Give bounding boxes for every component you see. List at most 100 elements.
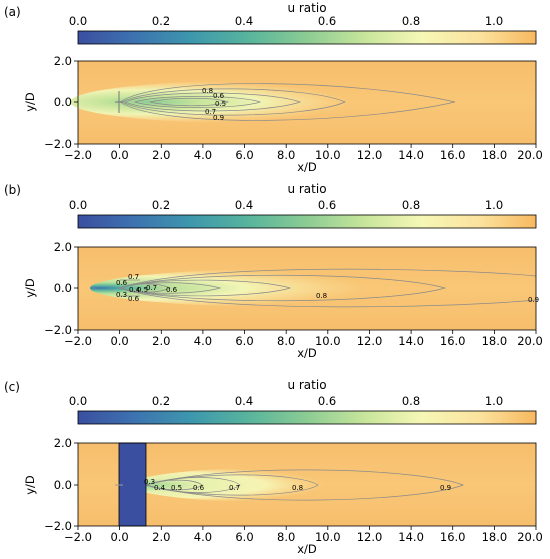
contour-label: 0.7	[128, 273, 139, 281]
y-ticks: 2.0 0.0 −2.0	[44, 436, 78, 533]
x-ticks: −2.0 0.0 2.0 4.0 6.0 8.0 10.0 12.0 14.0 …	[64, 330, 543, 348]
colorbar	[77, 410, 537, 425]
y-tick-label: 0.0	[54, 95, 72, 109]
x-axis-label: x/D	[297, 160, 317, 174]
colorbar-tick-label: 0.4	[235, 394, 253, 408]
x-tick-label: 4.0	[194, 148, 212, 162]
x-tick-label: 2.0	[152, 530, 170, 544]
contour-label: 0.6	[193, 484, 205, 492]
contour-label: 0.5	[171, 484, 182, 492]
colorbar-tick-label: 1.0	[485, 198, 503, 212]
y-axis-label: y/D	[23, 92, 37, 112]
colorbar-tick-label: 0.8	[402, 394, 420, 408]
x-tick-label: 0.0	[110, 334, 128, 348]
x-tick-label: 10.0	[315, 530, 341, 544]
y-tick-label: 2.0	[54, 54, 72, 68]
colorbar-label: u ratio	[287, 378, 326, 392]
contour-label: 0.8	[202, 87, 213, 95]
wake-region	[70, 80, 470, 124]
colorbar-ticks: 0.0 0.2 0.4 0.6 0.8 1.0	[69, 394, 503, 408]
x-axis-label: x/D	[297, 346, 317, 360]
x-tick-label: 14.0	[398, 148, 424, 162]
x-tick-label: 20.0	[517, 334, 543, 348]
contour-lines	[144, 469, 464, 501]
x-tick-label: 18.0	[482, 334, 508, 348]
y-axis-label: y/D	[23, 475, 37, 495]
y-tick-label: −2.0	[44, 137, 72, 151]
colorbar-tick-label: 0.0	[69, 394, 87, 408]
contour-label: 0.6	[128, 295, 140, 303]
contour-label: 0.8	[316, 292, 327, 300]
contour-lines	[119, 83, 456, 121]
plot-area: 0.8 0.6 0.5 0.7 0.9	[70, 60, 537, 145]
y-tick-label: −2.0	[44, 519, 72, 533]
colorbar-tick-label: 0.2	[152, 394, 170, 408]
colorbar-tick-label: 0.2	[152, 14, 170, 28]
contour-label: 0.9	[213, 114, 224, 122]
contour-label: 0.6	[116, 279, 128, 287]
x-tick-label: 6.0	[235, 148, 253, 162]
contour-label: 0.8	[292, 484, 303, 492]
x-tick-label: 8.0	[277, 148, 295, 162]
colorbar-tick-label: 0.4	[235, 198, 253, 212]
plot-frame	[77, 60, 537, 145]
y-tick-label: 0.0	[54, 281, 72, 295]
x-tick-label: 12.0	[357, 334, 383, 348]
contour-labels: 0.8 0.6 0.5 0.7 0.9	[202, 87, 226, 122]
x-tick-label: 10.0	[315, 148, 341, 162]
colorbar	[77, 30, 537, 45]
panel-letter: (b)	[4, 183, 21, 197]
colorbar-tick-label: 0.6	[318, 394, 336, 408]
contour-label: 0.9	[440, 484, 451, 492]
colorbar-tick-label: 1.0	[485, 394, 503, 408]
colorbar-tick-label: 0.6	[318, 198, 336, 212]
y-tick-label: −2.0	[44, 323, 72, 337]
colorbar-ticks: 0.0 0.2 0.4 0.6 0.8 1.0	[69, 198, 503, 212]
contour-label: 0.9	[528, 296, 539, 304]
colorbar-tick-label: 1.0	[485, 14, 503, 28]
colorbar	[77, 214, 537, 229]
x-tick-label: 4.0	[194, 530, 212, 544]
contour-labels: 0.3 0.4 0.5 0.6 0.7 0.8 0.9	[144, 478, 451, 492]
colorbar-ticks: 0.0 0.2 0.4 0.6 0.8 1.0	[69, 14, 503, 28]
x-tick-label: 12.0	[357, 148, 383, 162]
y-axis-label: y/D	[23, 278, 37, 298]
panel-letter: (a)	[4, 5, 21, 19]
x-tick-label: 18.0	[482, 530, 508, 544]
contour-label: 0.6	[166, 286, 178, 294]
turbine-disk-region	[118, 442, 147, 527]
panel-b: (b) u ratio 0.0 0.2 0.4 0.6 0.8 1.0	[4, 182, 550, 360]
panel-letter: (c)	[4, 380, 20, 394]
wake-region	[90, 268, 550, 308]
y-tick-label: 2.0	[54, 240, 72, 254]
x-tick-label: 8.0	[277, 334, 295, 348]
colorbar-tick-label: 0.2	[152, 198, 170, 212]
x-tick-label: 20.0	[517, 530, 543, 544]
contour-label: 0.5	[215, 100, 226, 108]
x-tick-label: 18.0	[482, 148, 508, 162]
contour-label: 0.7	[146, 284, 157, 292]
contour-label: 0.5	[137, 286, 148, 294]
plot-area: 0.7 0.6 0.4 0.5 0.7 0.3 0.6 0.6 0.8 0.9	[77, 246, 550, 331]
x-tick-label: 0.0	[110, 148, 128, 162]
x-tick-label: 10.0	[315, 334, 341, 348]
contour-label: 0.7	[229, 484, 240, 492]
contour-label: 0.3	[144, 478, 155, 486]
x-tick-label: 16.0	[440, 530, 466, 544]
plot-frame	[77, 442, 537, 527]
panel-a: (a) u ratio 0.0 0.2 0.4 0.6 0.8 1.0 0.	[4, 1, 543, 174]
x-tick-label: 2.0	[152, 334, 170, 348]
x-tick-label: 8.0	[277, 530, 295, 544]
colorbar-tick-label: 0.0	[69, 14, 87, 28]
x-tick-label: 4.0	[194, 334, 212, 348]
x-tick-label: 6.0	[235, 334, 253, 348]
x-tick-label: −2.0	[64, 530, 92, 544]
colorbar-tick-label: 0.4	[235, 14, 253, 28]
contour-label: 0.3	[116, 291, 127, 299]
plot-area: 0.3 0.4 0.5 0.6 0.7 0.8 0.9	[77, 442, 537, 527]
colorbar-label: u ratio	[287, 182, 326, 196]
contour-label: 0.4	[129, 286, 141, 294]
x-axis-label: x/D	[297, 542, 317, 556]
wake-region	[130, 467, 470, 503]
